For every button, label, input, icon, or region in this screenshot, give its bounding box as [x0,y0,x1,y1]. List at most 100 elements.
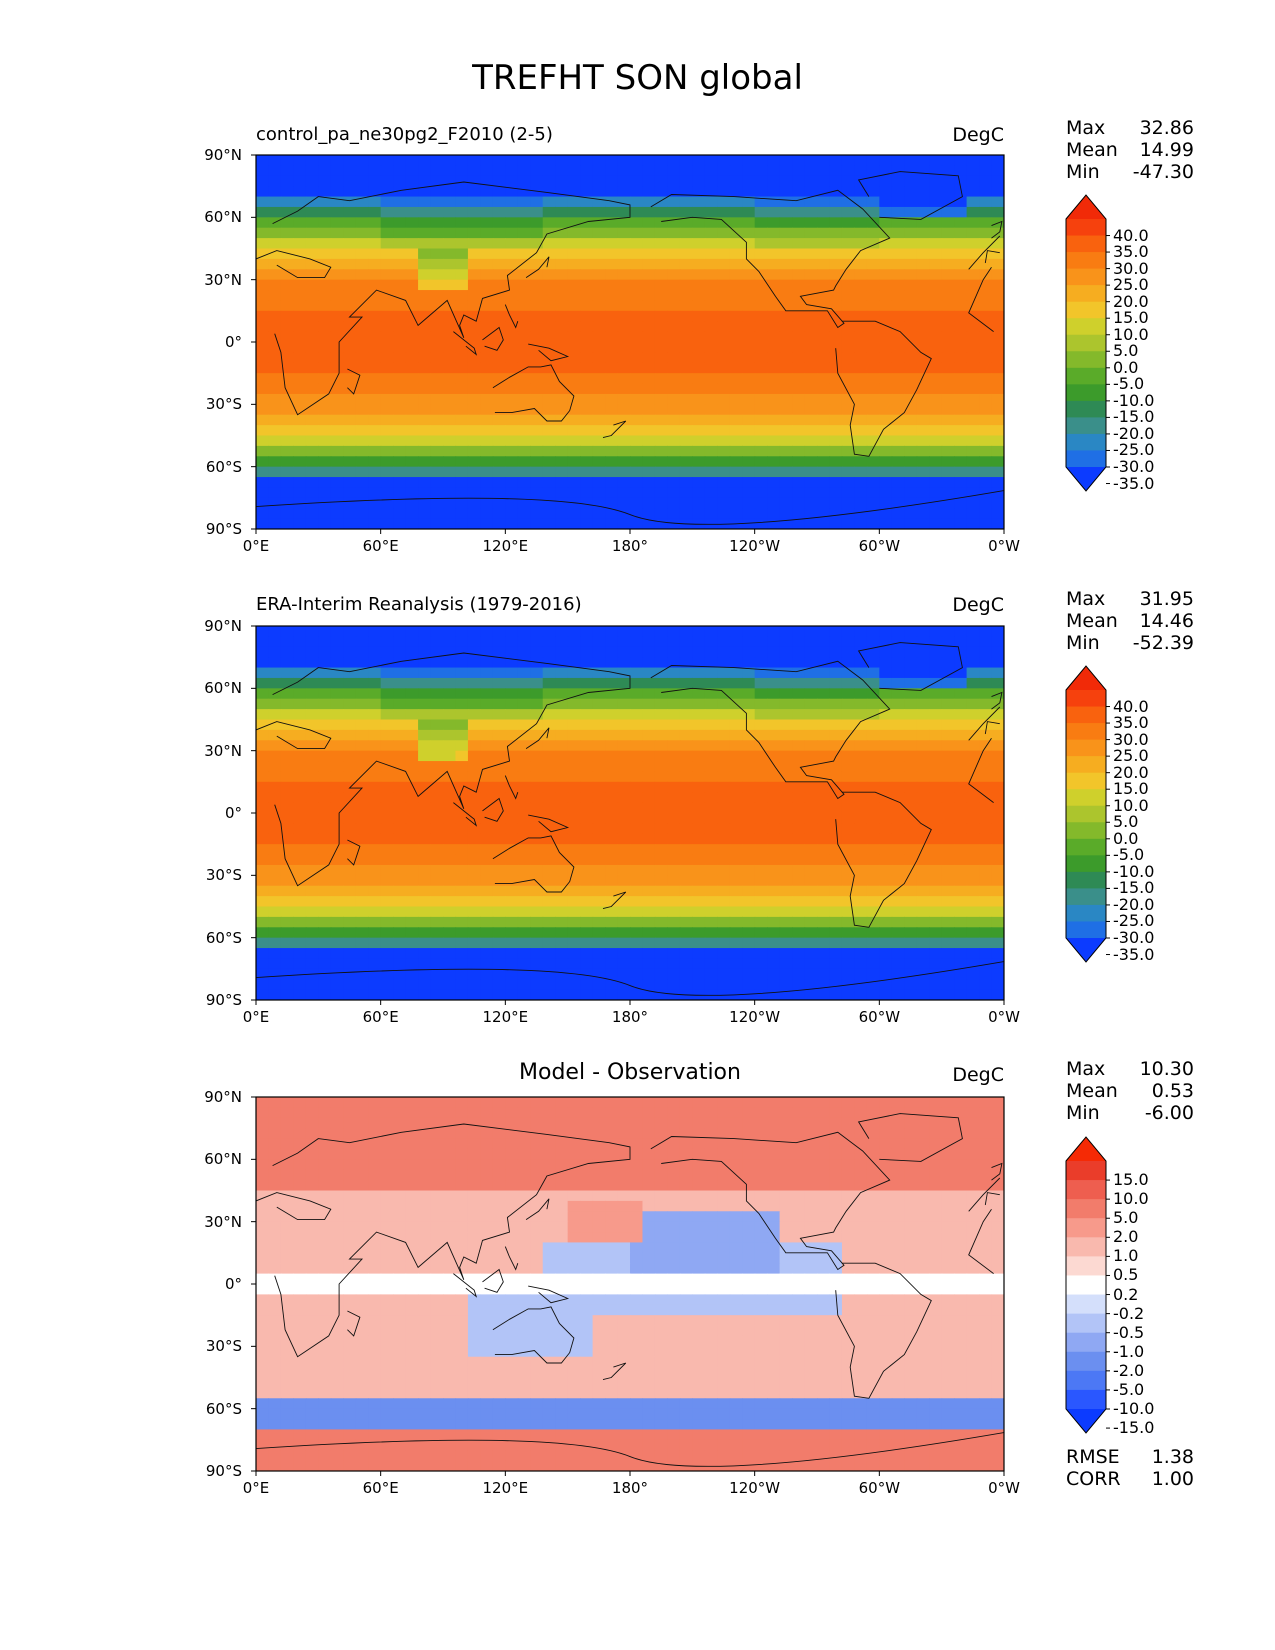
field-cell [891,864,905,876]
field-cell [667,833,681,845]
field-cell [916,823,930,835]
field-cell [393,456,407,468]
field-cell [567,487,581,499]
colorbar-swatch [1066,739,1106,757]
field-cell [779,750,793,762]
field-cell [679,792,693,804]
field-cell [792,646,806,658]
field-cell [979,1180,993,1192]
field-cell [405,393,419,405]
field-cell [592,844,606,856]
field-cell [467,927,481,939]
field-cell [704,968,718,980]
field-cell [654,331,668,343]
field-cell [443,269,457,281]
field-cell [555,175,569,187]
field-cell [904,487,918,499]
field-cell [455,196,469,208]
field-cell [916,414,930,426]
field-cell [929,771,943,783]
field-cell [891,802,905,814]
field-cell [879,864,893,876]
field-cell [866,300,880,312]
field-cell [879,331,893,343]
field-cell [717,1169,731,1181]
field-cell [717,1148,731,1160]
field-cell [704,404,718,416]
field-cell [979,175,993,187]
field-cell [517,342,531,353]
field-cell [268,466,282,478]
field-cell [854,948,868,960]
field-cell [642,238,656,250]
field-cell [829,719,843,731]
field-cell [966,792,980,804]
field-cell [792,688,806,700]
field-cell [654,1128,668,1140]
field-cell [767,948,781,960]
field-cell [368,937,382,949]
field-cell [904,466,918,478]
field-cell [642,186,656,198]
field-cell [368,823,382,835]
field-cell [729,677,743,689]
field-cell [854,425,868,437]
field-cell [804,155,818,166]
field-cell [767,155,781,166]
field-cell [555,1128,569,1140]
field-cell [405,487,419,499]
field-cell [829,497,843,509]
field-cell [430,466,444,478]
field-cell [642,781,656,793]
field-cell [654,937,668,949]
field-cell [530,1128,544,1140]
field-cell [667,393,681,405]
field-cell [505,1159,519,1171]
field-cell [792,290,806,302]
field-cell [879,813,893,824]
field-cell [305,196,319,208]
field-cell [268,435,282,447]
field-cell [779,1107,793,1119]
field-cell [854,518,868,529]
field-cell [405,719,419,731]
field-cell [393,175,407,187]
field-cell [817,1148,831,1160]
field-cell [904,425,918,437]
field-cell [792,393,806,405]
field-cell [767,1107,781,1119]
field-cell [704,927,718,939]
field-cell [792,248,806,260]
field-cell [904,258,918,270]
field-cell [492,750,506,762]
field-cell [879,352,893,364]
field-cell [268,258,282,270]
field-cell [280,445,294,457]
field-cell [692,709,706,721]
field-cell [505,362,519,374]
field-cell [729,864,743,876]
field-cell [829,186,843,198]
field-cell [866,1180,880,1192]
field-cell [779,916,793,928]
field-cell [841,269,855,281]
field-cell [642,175,656,187]
field-cell [380,248,394,260]
field-cell [280,646,294,658]
field-cell [467,906,481,918]
field-cell [305,989,319,1000]
field-cell [829,435,843,447]
field-cell [505,342,519,353]
field-cell [854,626,868,637]
field-cell [866,497,880,509]
field-cell [866,227,880,239]
field-cell [904,844,918,856]
coastline [857,642,963,691]
field-cell [792,477,806,489]
field-cell [941,310,955,322]
field-cell [605,238,619,250]
field-cell [704,206,718,218]
field-cell [605,906,619,918]
field-cell [293,362,307,374]
field-cell [418,206,432,218]
